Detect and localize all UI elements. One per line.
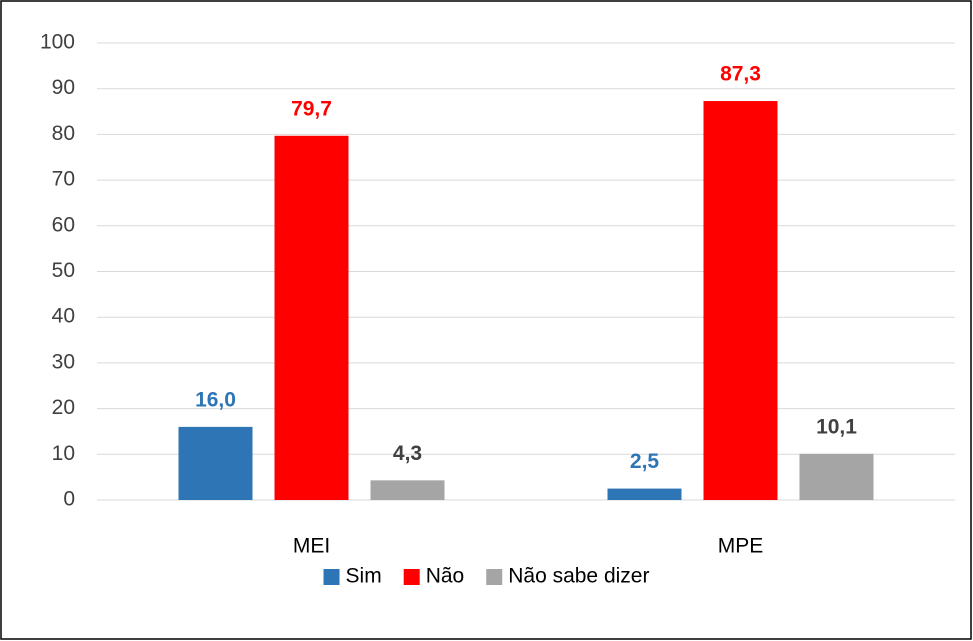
y-tick-label: 60 [52, 213, 75, 236]
value-label: 2,5 [630, 450, 660, 473]
bar [799, 453, 874, 500]
y-tick-label: 0 [63, 488, 75, 511]
y-tick-label: 90 [52, 76, 75, 99]
value-label: 79,7 [291, 97, 332, 120]
value-label: 16,0 [195, 388, 236, 411]
bar [703, 101, 778, 500]
legend-swatch [486, 569, 503, 585]
y-tick-label: 80 [52, 122, 75, 145]
bar [607, 488, 682, 500]
legend-label: Não [426, 565, 465, 588]
value-label: 87,3 [720, 63, 761, 86]
bar [274, 135, 349, 500]
y-tick-label: 10 [52, 442, 75, 465]
value-label: 10,1 [816, 415, 857, 438]
bar [178, 426, 253, 500]
y-tick-label: 20 [52, 396, 75, 419]
value-label: 4,3 [393, 442, 422, 465]
legend-label: Sim [346, 565, 382, 588]
legend-swatch [403, 569, 420, 585]
y-tick-label: 50 [52, 259, 75, 282]
x-tick-label: MEI [293, 535, 330, 558]
y-tick-label: 100 [40, 31, 75, 54]
y-tick-label: 30 [52, 350, 75, 373]
legend-label: Não sabe dizer [508, 565, 649, 588]
bar [370, 480, 445, 500]
x-tick-label: MPE [718, 535, 764, 558]
y-tick-label: 40 [52, 305, 75, 328]
legend-swatch [323, 569, 340, 585]
y-tick-label: 70 [52, 168, 75, 191]
